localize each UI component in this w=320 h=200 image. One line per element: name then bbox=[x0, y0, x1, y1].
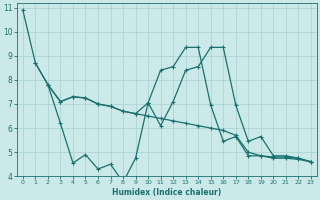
X-axis label: Humidex (Indice chaleur): Humidex (Indice chaleur) bbox=[112, 188, 221, 197]
